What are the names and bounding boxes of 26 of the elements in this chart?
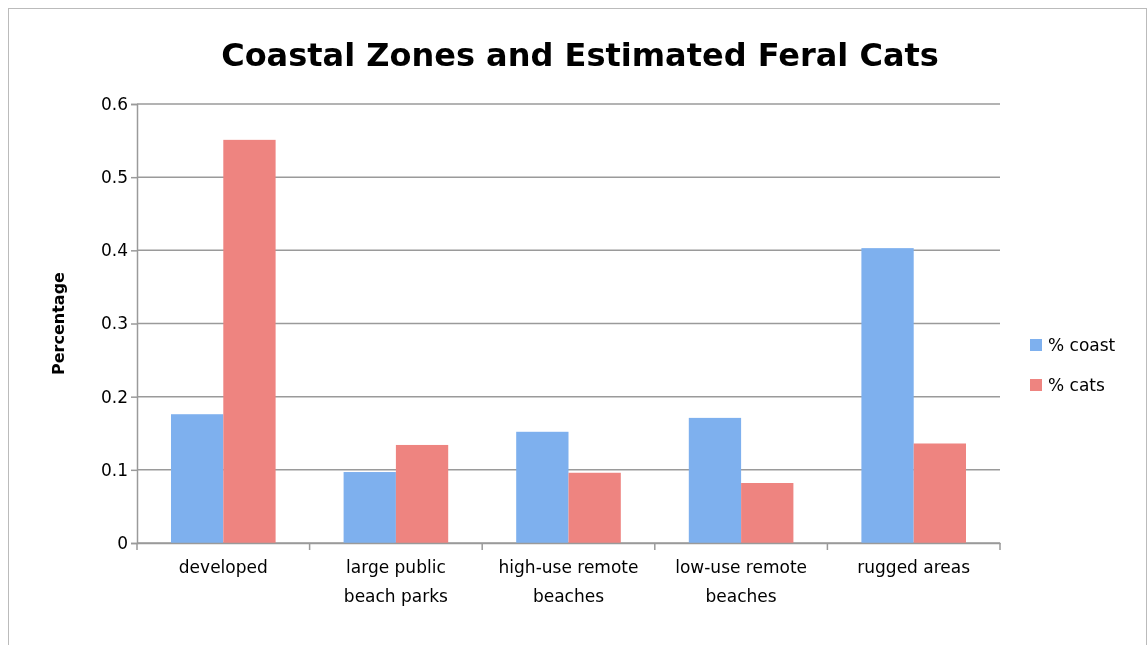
y-tick-label: 0.5 [100,167,128,188]
y-tick-label: 0.3 [100,313,128,334]
bar [516,431,569,543]
x-tick-label: developed [178,557,268,577]
y-tick-label: 0.4 [100,240,128,261]
x-tick-label: high-use remote beaches [498,557,639,606]
y-tick-label: 0.2 [100,386,128,407]
y-tick-label: 0.6 [100,93,128,114]
bar [395,444,449,543]
legend-label: % coast [1048,335,1116,355]
bar [568,472,621,543]
x-tick-label: large public beach parks [343,557,449,606]
legend-label: % cats [1048,375,1105,395]
y-tick-label: 0 [117,532,128,553]
chart-title: Coastal Zones and Estimated Feral Cats [221,36,939,74]
bar [343,472,396,543]
x-tick-label: rugged areas [857,557,971,577]
bar [861,248,914,543]
bar [741,483,794,543]
bar [913,443,966,543]
y-axis-title: Percentage [49,271,68,375]
bar [223,139,276,543]
x-tick-label: low-use remote beaches [675,557,808,606]
y-tick-label: 0.1 [100,459,128,480]
bar [171,414,224,543]
bar [688,417,742,543]
